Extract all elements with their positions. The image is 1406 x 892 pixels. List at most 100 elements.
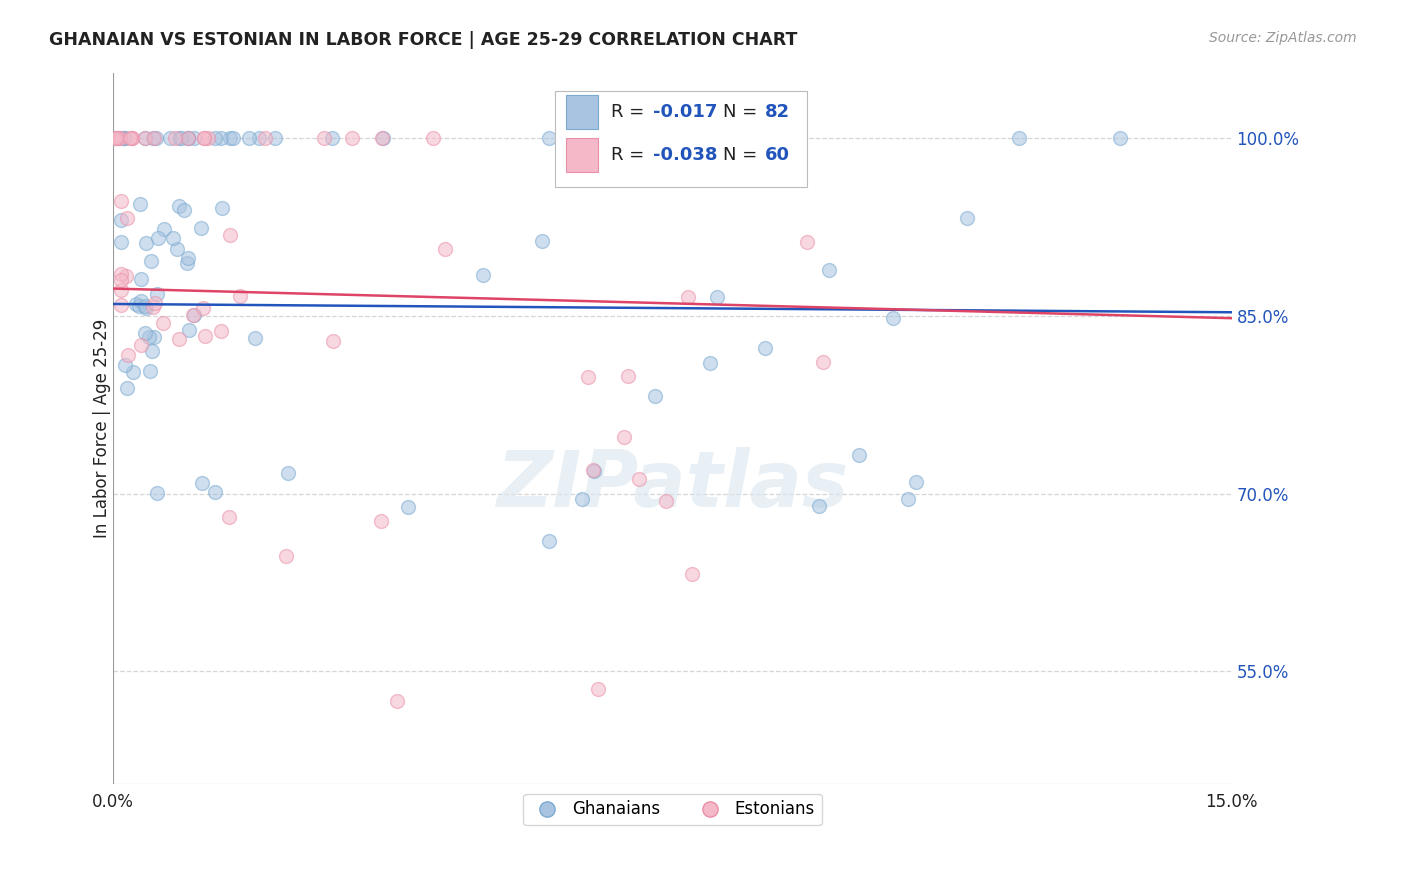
Text: -0.038: -0.038 (654, 146, 718, 164)
Point (105, 131, 128, 145)
Point (121, 365, 143, 379)
Point (904, 475, 927, 489)
Point (135, 301, 157, 316)
Point (197, 131, 219, 145)
Point (129, 272, 152, 286)
Point (277, 466, 299, 480)
Point (219, 228, 242, 243)
Y-axis label: In Labor Force | Age 25-29: In Labor Force | Age 25-29 (93, 318, 111, 538)
Point (159, 131, 181, 145)
FancyBboxPatch shape (567, 95, 598, 129)
FancyBboxPatch shape (555, 91, 807, 186)
Point (228, 289, 250, 303)
Point (264, 131, 287, 145)
Point (385, 694, 408, 708)
Point (163, 131, 186, 145)
Legend: Ghanaians, Estonians: Ghanaians, Estonians (523, 794, 821, 825)
Point (699, 356, 721, 370)
Point (321, 334, 343, 348)
Point (129, 337, 152, 351)
Point (754, 342, 776, 356)
Point (193, 131, 215, 145)
Point (145, 131, 167, 145)
Point (571, 492, 593, 507)
Point (472, 268, 495, 282)
Point (142, 300, 165, 314)
Point (654, 493, 676, 508)
Point (586, 681, 609, 696)
Text: 60: 60 (765, 146, 790, 164)
Point (537, 131, 560, 145)
Point (146, 230, 169, 244)
Point (146, 485, 169, 500)
Point (247, 131, 270, 145)
Point (644, 389, 666, 403)
Point (142, 131, 165, 145)
Point (142, 329, 165, 343)
Point (170, 131, 193, 145)
Point (617, 369, 640, 384)
Point (222, 131, 245, 145)
Point (135, 235, 157, 250)
Point (628, 472, 651, 486)
Point (725, 131, 748, 145)
Point (818, 262, 841, 277)
Point (882, 311, 904, 326)
Point (811, 355, 834, 369)
Point (254, 131, 277, 145)
Point (682, 567, 704, 582)
Point (128, 298, 150, 312)
Point (676, 290, 699, 304)
Point (321, 131, 343, 145)
Point (152, 316, 174, 330)
Point (110, 298, 132, 312)
Point (897, 492, 920, 507)
Point (370, 131, 392, 145)
Point (112, 131, 135, 145)
Point (177, 131, 200, 145)
Point (433, 242, 456, 256)
Point (114, 131, 136, 145)
Point (190, 220, 212, 235)
Point (142, 131, 165, 145)
Point (146, 286, 169, 301)
Point (218, 510, 240, 524)
Point (193, 301, 215, 315)
Point (134, 299, 156, 313)
Point (176, 256, 198, 270)
Point (176, 131, 198, 145)
Point (183, 308, 205, 322)
Point (110, 194, 132, 208)
Point (177, 252, 200, 266)
Point (1007, 131, 1029, 145)
Point (118, 131, 141, 145)
Point (114, 269, 136, 284)
Point (582, 463, 605, 477)
Point (181, 308, 204, 322)
Point (422, 131, 444, 145)
Point (121, 131, 143, 145)
Point (796, 235, 818, 250)
Text: N =: N = (723, 146, 763, 164)
Point (134, 131, 156, 145)
Point (166, 243, 188, 257)
Point (177, 131, 200, 145)
Point (110, 267, 132, 281)
Point (169, 332, 191, 346)
Point (110, 235, 132, 249)
Point (956, 211, 979, 225)
Point (117, 348, 139, 362)
Point (167, 131, 190, 145)
Point (134, 326, 156, 341)
Text: R =: R = (612, 103, 650, 121)
Point (243, 331, 266, 345)
Text: Source: ZipAtlas.com: Source: ZipAtlas.com (1209, 31, 1357, 45)
Point (173, 202, 195, 217)
Point (209, 131, 232, 145)
Text: N =: N = (723, 103, 763, 121)
Text: 82: 82 (765, 103, 790, 121)
Point (396, 500, 419, 515)
Point (204, 485, 226, 500)
Point (218, 131, 240, 145)
Point (129, 293, 152, 308)
